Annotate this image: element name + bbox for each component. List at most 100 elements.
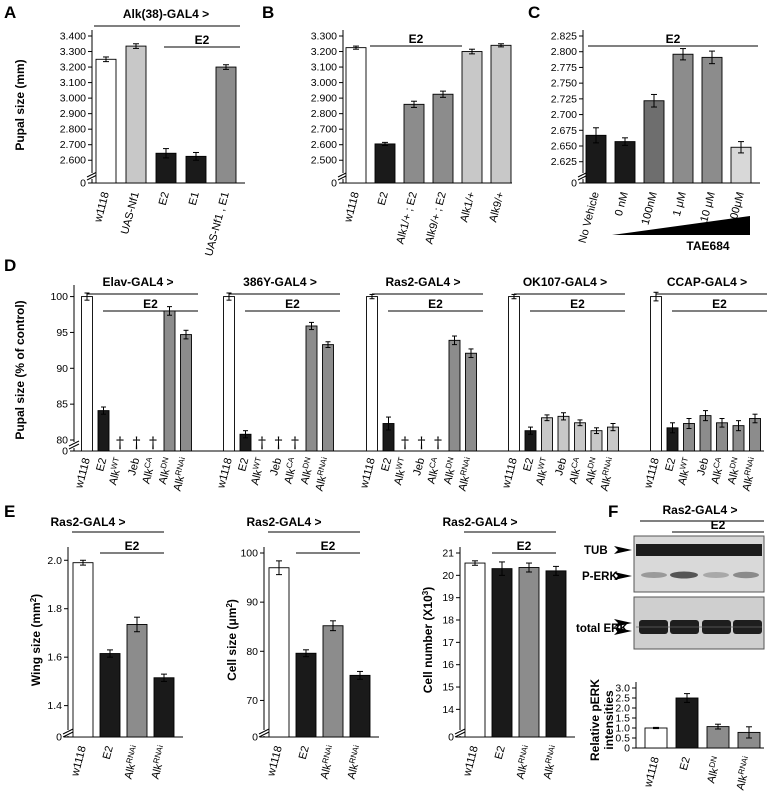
y-tick-label: 2.600 xyxy=(311,139,337,151)
category-label: 0 nM xyxy=(613,191,631,218)
axis-break-mask xyxy=(577,173,589,179)
chart-title: Alk(38)-GAL4 > xyxy=(123,7,209,21)
chart-A: 2.600 2.700 2.800 2.900 3.000 3.100 3.200 3.300… xyxy=(13,7,245,258)
y-tick-label: 100 xyxy=(50,291,68,303)
bracket-label: E2 xyxy=(409,32,424,46)
chart-F: 00.51.01.52.02.53.0 w1118 E2 AlkDN AlkRNAi Re… xyxy=(588,503,764,792)
category-label: Jeb xyxy=(553,457,569,477)
bar xyxy=(643,100,665,184)
lethal-marker: † xyxy=(133,433,141,452)
y-axis-label: Wing size (mm2) xyxy=(29,594,43,686)
bracket-label: E2 xyxy=(321,539,336,553)
y-axis-label: Pupal size (% of control) xyxy=(13,300,27,439)
y-tick-label: 0 xyxy=(624,743,630,755)
bar xyxy=(125,45,147,184)
bar xyxy=(403,103,425,184)
category-label: AlkRNAi xyxy=(121,744,143,781)
category-label: AlkRNAi xyxy=(540,744,562,781)
category-label: Alk1/+ xyxy=(458,191,478,224)
y-tick-label: 3.000 xyxy=(60,93,86,105)
lethal-marker: † xyxy=(149,433,157,452)
bar xyxy=(464,562,486,738)
category-label: E2 xyxy=(94,457,109,473)
y-tick-label-zero: 0 xyxy=(56,732,62,744)
axis-break-mark xyxy=(258,731,270,738)
arrowhead-icon xyxy=(614,619,632,627)
axis-break-mask xyxy=(86,173,98,179)
category-label: E1 xyxy=(187,191,202,207)
category-label: AlkRNAi xyxy=(312,456,334,493)
group-title: Ras2-GAL4 > xyxy=(385,275,460,289)
bar xyxy=(518,567,540,738)
y-tick-label: 2.600 xyxy=(60,155,86,167)
bar xyxy=(465,352,477,452)
perk-band xyxy=(670,571,698,579)
category-label: w1118 xyxy=(642,457,662,491)
bar xyxy=(749,418,761,452)
y-tick-label: 95 xyxy=(56,327,68,339)
axis-break-mask xyxy=(454,730,466,736)
y-tick-label: 80 xyxy=(246,646,258,658)
y-axis-label: Relative pERKintensities xyxy=(588,679,616,761)
category-label: AlkWT xyxy=(105,456,126,487)
axis-break-mark xyxy=(68,440,80,447)
category-label: 10 μM xyxy=(698,191,718,224)
y-tick-label-zero: 0 xyxy=(331,178,337,190)
y-tick-label: 17 xyxy=(442,637,454,649)
y-tick-label: 2.800 xyxy=(311,108,337,120)
y-axis-label: Pupal size (mm) xyxy=(13,59,27,150)
y-tick-label: 80 xyxy=(56,435,68,447)
y-tick-label: 3.100 xyxy=(311,62,337,74)
category-label: Alk9/+ ; E2 xyxy=(423,191,448,246)
panel-letter-d: D xyxy=(4,256,16,275)
y-tick-label: 1.6 xyxy=(47,652,62,664)
y-tick-label: 3.0 xyxy=(615,683,630,695)
bracket-label: E2 xyxy=(711,518,726,532)
bar xyxy=(557,415,570,452)
bar xyxy=(305,325,318,452)
group-title: Elav-GAL4 > xyxy=(102,275,173,289)
axis-break-mark xyxy=(62,731,74,738)
category-label: AlkRNAi xyxy=(148,744,170,781)
category-label: E2 xyxy=(236,457,251,473)
category-label: w1118 xyxy=(92,191,112,225)
bar xyxy=(490,44,512,184)
category-label: Jeb xyxy=(268,457,284,477)
category-label: UAS-Nf1 , E1 xyxy=(203,191,232,258)
category-label: AlkCA xyxy=(424,456,445,486)
category-label: w1118 xyxy=(642,756,662,790)
bar xyxy=(223,296,235,452)
y-tick-label: 15 xyxy=(442,682,454,694)
y-tick-label: 2.775 xyxy=(551,62,577,74)
chart-title: Ras2-GAL4 > xyxy=(246,515,321,529)
y-tick-label: 2.625 xyxy=(551,156,577,168)
category-label: AlkDN xyxy=(582,456,603,486)
blot-label-perk: P-ERK xyxy=(582,571,618,583)
y-tick-label-zero: 0 xyxy=(62,446,68,458)
bracket-label: E2 xyxy=(143,297,158,311)
category-label: No Vehicle xyxy=(577,191,602,245)
y-tick-label: 3.200 xyxy=(60,62,86,74)
y-tick-label: 2.700 xyxy=(60,139,86,151)
arrowhead-icon xyxy=(614,572,632,580)
category-label: AlkRNAi xyxy=(597,456,619,493)
y-tick-label: 1.0 xyxy=(615,723,630,735)
perk-band xyxy=(641,572,667,578)
panel-letter-c: C xyxy=(528,3,540,22)
category-label: Jeb xyxy=(695,457,711,477)
y-tick-label: 3.100 xyxy=(60,77,86,89)
y-tick-label: 2.800 xyxy=(60,124,86,136)
category-label: E2 xyxy=(297,745,312,761)
perk-band xyxy=(703,572,729,578)
bar xyxy=(701,56,723,184)
axis-break-mark xyxy=(68,443,80,450)
axis-break-mark xyxy=(62,728,74,735)
bar xyxy=(614,141,636,184)
bar xyxy=(508,296,520,452)
category-label: w1118 xyxy=(265,745,285,779)
axis-break-mark xyxy=(258,728,270,735)
western-blot: TUB P-ERK total ERK xyxy=(576,535,765,650)
category-label: E2 xyxy=(493,745,508,761)
bar xyxy=(491,568,513,738)
